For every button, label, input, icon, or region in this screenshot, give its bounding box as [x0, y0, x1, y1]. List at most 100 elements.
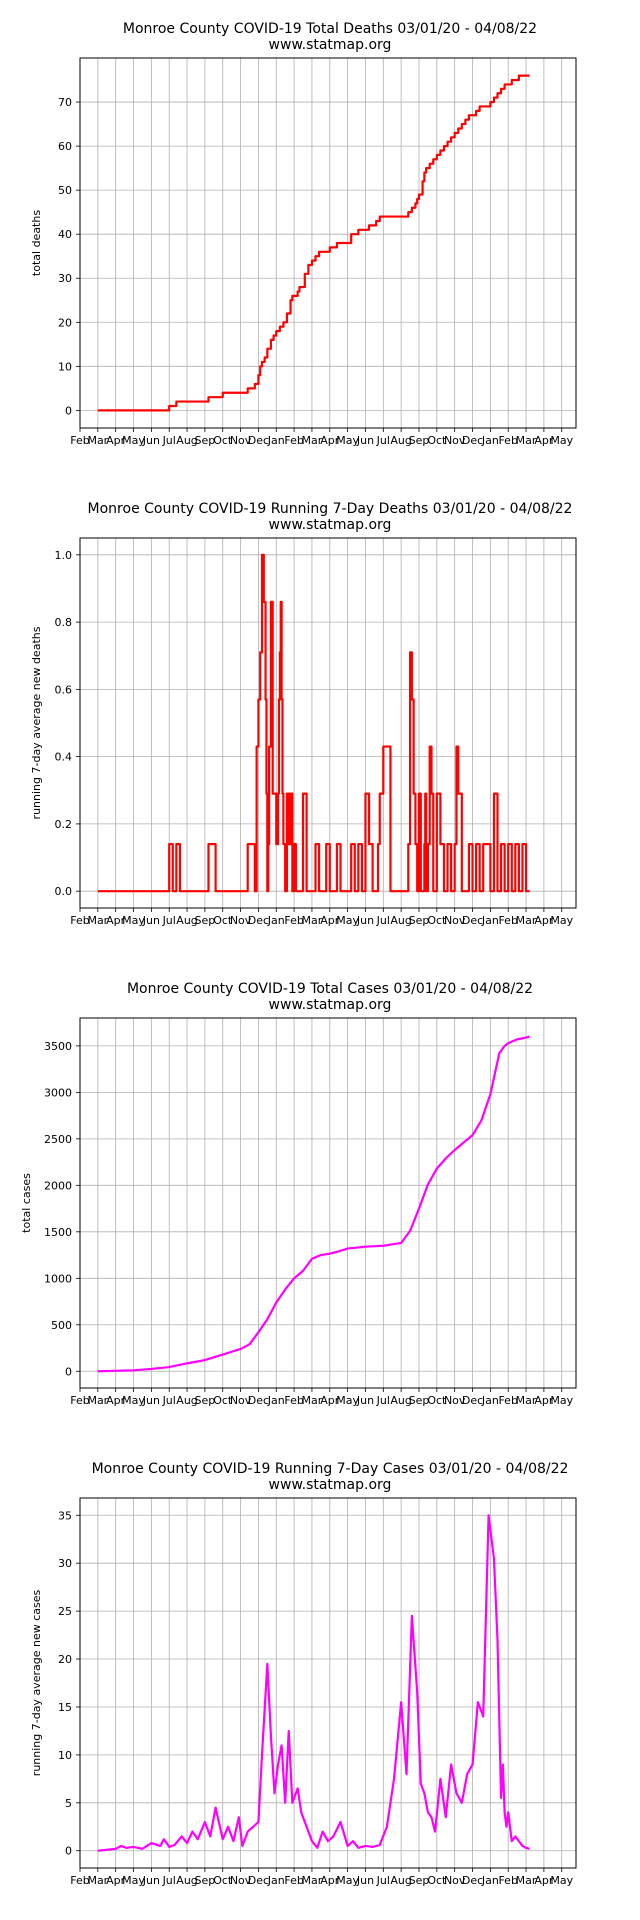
total-deaths-xtick-label: Mar: [516, 434, 537, 447]
running-7day-deaths-xtick-label: Feb: [70, 914, 89, 927]
total-cases-xtick-label: Jul: [162, 1394, 176, 1407]
running-7day-cases-ytick-label: 10: [58, 1749, 72, 1762]
running-7day-cases-ytick-label: 15: [58, 1701, 72, 1714]
running-7day-deaths-xtick-label: Mar: [302, 914, 323, 927]
total-cases-xtick-label: Jan: [267, 1394, 285, 1407]
total-cases-xtick-label: Sep: [409, 1394, 430, 1407]
running-7day-cases-xtick-label: Apr: [534, 1874, 554, 1887]
running-7day-cases-ytick-label: 0: [65, 1845, 72, 1858]
total-cases-ylabel: total cases: [20, 1173, 33, 1233]
running-7day-deaths-ytick-label: 0.8: [55, 616, 73, 629]
running-7day-deaths-xtick-label: Jul: [376, 914, 390, 927]
running-7day-deaths-ytick-label: 0.6: [55, 683, 73, 696]
total-cases-ytick-label: 3000: [44, 1086, 72, 1099]
running-7day-deaths-xtick-label: Aug: [176, 914, 197, 927]
running-7day-cases-xtick-label: Feb: [70, 1874, 89, 1887]
total-deaths-ytick-label: 20: [58, 316, 72, 329]
running-7day-deaths-xtick-label: Sep: [409, 914, 430, 927]
total-cases-xtick-label: May: [550, 1394, 573, 1407]
running-7day-cases-xtick-label: Oct: [427, 1874, 447, 1887]
total-cases-xtick-label: Apr: [534, 1394, 554, 1407]
total-cases-xtick-label: Feb: [284, 1394, 303, 1407]
running-7day-deaths-xtick-label: Apr: [534, 914, 554, 927]
total-cases-xtick-label: Apr: [320, 1394, 340, 1407]
running-7day-cases-chart: Monroe County COVID-19 Running 7-Day Cas…: [30, 1461, 577, 1887]
total-deaths-series-line: [97, 74, 530, 412]
total-deaths-plot-frame: [79, 57, 577, 429]
running-7day-cases-xtick-label: May: [336, 1874, 359, 1887]
total-deaths-title: Monroe County COVID-19 Total Deaths 03/0…: [123, 21, 537, 37]
total-cases-xtick-label: Mar: [302, 1394, 323, 1407]
total-cases-series-line: [97, 1035, 530, 1373]
total-cases-xtick-label: Dec: [248, 1394, 269, 1407]
running-7day-deaths-series-line: [97, 553, 530, 893]
running-7day-cases-xtick-label: Feb: [284, 1874, 303, 1887]
running-7day-cases-xtick-label: Aug: [176, 1874, 197, 1887]
total-cases-subtitle: www.statmap.org: [269, 997, 392, 1013]
total-deaths-xtick-label: Jun: [142, 434, 160, 447]
running-7day-deaths-ytick-label: 0.0: [55, 885, 73, 898]
running-7day-cases-xtick-label: May: [550, 1874, 573, 1887]
total-deaths-ytick-label: 40: [58, 228, 72, 241]
total-cases-xtick-label: May: [336, 1394, 359, 1407]
total-deaths-xtick-label: Apr: [320, 434, 340, 447]
total-deaths-ytick-label: 0: [65, 404, 72, 417]
running-7day-cases-xtick-label: Oct: [213, 1874, 233, 1887]
running-7day-deaths-xtick-label: Jun: [356, 914, 374, 927]
total-cases-ytick-label: 0: [65, 1365, 72, 1378]
running-7day-deaths-xtick-label: Feb: [284, 914, 303, 927]
running-7day-cases-xtick-label: Sep: [409, 1874, 430, 1887]
total-cases-xtick-label: Oct: [427, 1394, 447, 1407]
total-cases-xtick-label: Aug: [390, 1394, 411, 1407]
total-deaths-xtick-label: Jan: [267, 434, 285, 447]
running-7day-cases-xtick-label: Jul: [376, 1874, 390, 1887]
total-deaths-xtick-label: Sep: [195, 434, 216, 447]
running-7day-deaths-plot-frame: [79, 537, 577, 909]
running-7day-deaths-xtick-label: Jul: [162, 914, 176, 927]
total-deaths-xtick-label: Nov: [444, 434, 466, 447]
total-deaths-xtick-label: Apr: [106, 434, 126, 447]
running-7day-deaths-xtick-label: Feb: [498, 914, 517, 927]
total-cases-xtick-label: Oct: [213, 1394, 233, 1407]
running-7day-deaths-xtick-label: May: [336, 914, 359, 927]
running-7day-deaths-xtick-label: Oct: [427, 914, 447, 927]
total-cases-xtick-label: May: [122, 1394, 145, 1407]
running-7day-deaths-xtick-label: Apr: [320, 914, 340, 927]
total-deaths-xtick-label: Jul: [376, 434, 390, 447]
total-cases-xtick-label: Feb: [70, 1394, 89, 1407]
total-deaths-ytick-label: 50: [58, 184, 72, 197]
running-7day-deaths-xtick-label: Dec: [248, 914, 269, 927]
running-7day-deaths-ytick-label: 1.0: [55, 549, 73, 562]
total-cases-xtick-label: Mar: [87, 1394, 108, 1407]
total-cases-xtick-label: Aug: [176, 1394, 197, 1407]
running-7day-cases-xtick-label: Nov: [444, 1874, 466, 1887]
running-7day-cases-xtick-label: Jun: [356, 1874, 374, 1887]
running-7day-deaths-ytick-label: 0.4: [55, 751, 73, 764]
running-7day-cases-xtick-label: Jun: [142, 1874, 160, 1887]
running-7day-deaths-title: Monroe County COVID-19 Running 7-Day Dea…: [88, 501, 573, 517]
total-cases-xtick-label: Jul: [376, 1394, 390, 1407]
total-cases-ytick-label: 3500: [44, 1040, 72, 1053]
total-deaths-xtick-label: Sep: [409, 434, 430, 447]
total-cases-xtick-label: Nov: [230, 1394, 252, 1407]
running-7day-cases-xtick-label: Sep: [195, 1874, 216, 1887]
running-7day-cases-plot-frame: [79, 1497, 577, 1869]
total-cases-title: Monroe County COVID-19 Total Cases 03/01…: [127, 981, 533, 997]
running-7day-deaths-xtick-label: Apr: [106, 914, 126, 927]
running-7day-deaths-xtick-label: Mar: [516, 914, 537, 927]
running-7day-cases-subtitle: www.statmap.org: [269, 1477, 392, 1493]
total-cases-ytick-label: 1000: [44, 1272, 72, 1285]
total-deaths-ytick-label: 60: [58, 140, 72, 153]
running-7day-deaths-ylabel: running 7-day average new deaths: [30, 626, 43, 819]
running-7day-deaths-xtick-label: Aug: [390, 914, 411, 927]
total-deaths-subtitle: www.statmap.org: [269, 37, 392, 53]
total-deaths-xtick-label: Feb: [70, 434, 89, 447]
running-7day-deaths-xtick-label: May: [550, 914, 573, 927]
running-7day-deaths-xtick-label: Nov: [444, 914, 466, 927]
total-cases-ytick-label: 2000: [44, 1179, 72, 1192]
running-7day-deaths-xtick-label: Sep: [195, 914, 216, 927]
running-7day-cases-xtick-label: Feb: [498, 1874, 517, 1887]
total-deaths-xtick-label: Mar: [302, 434, 323, 447]
running-7day-cases-xtick-label: Mar: [87, 1874, 108, 1887]
